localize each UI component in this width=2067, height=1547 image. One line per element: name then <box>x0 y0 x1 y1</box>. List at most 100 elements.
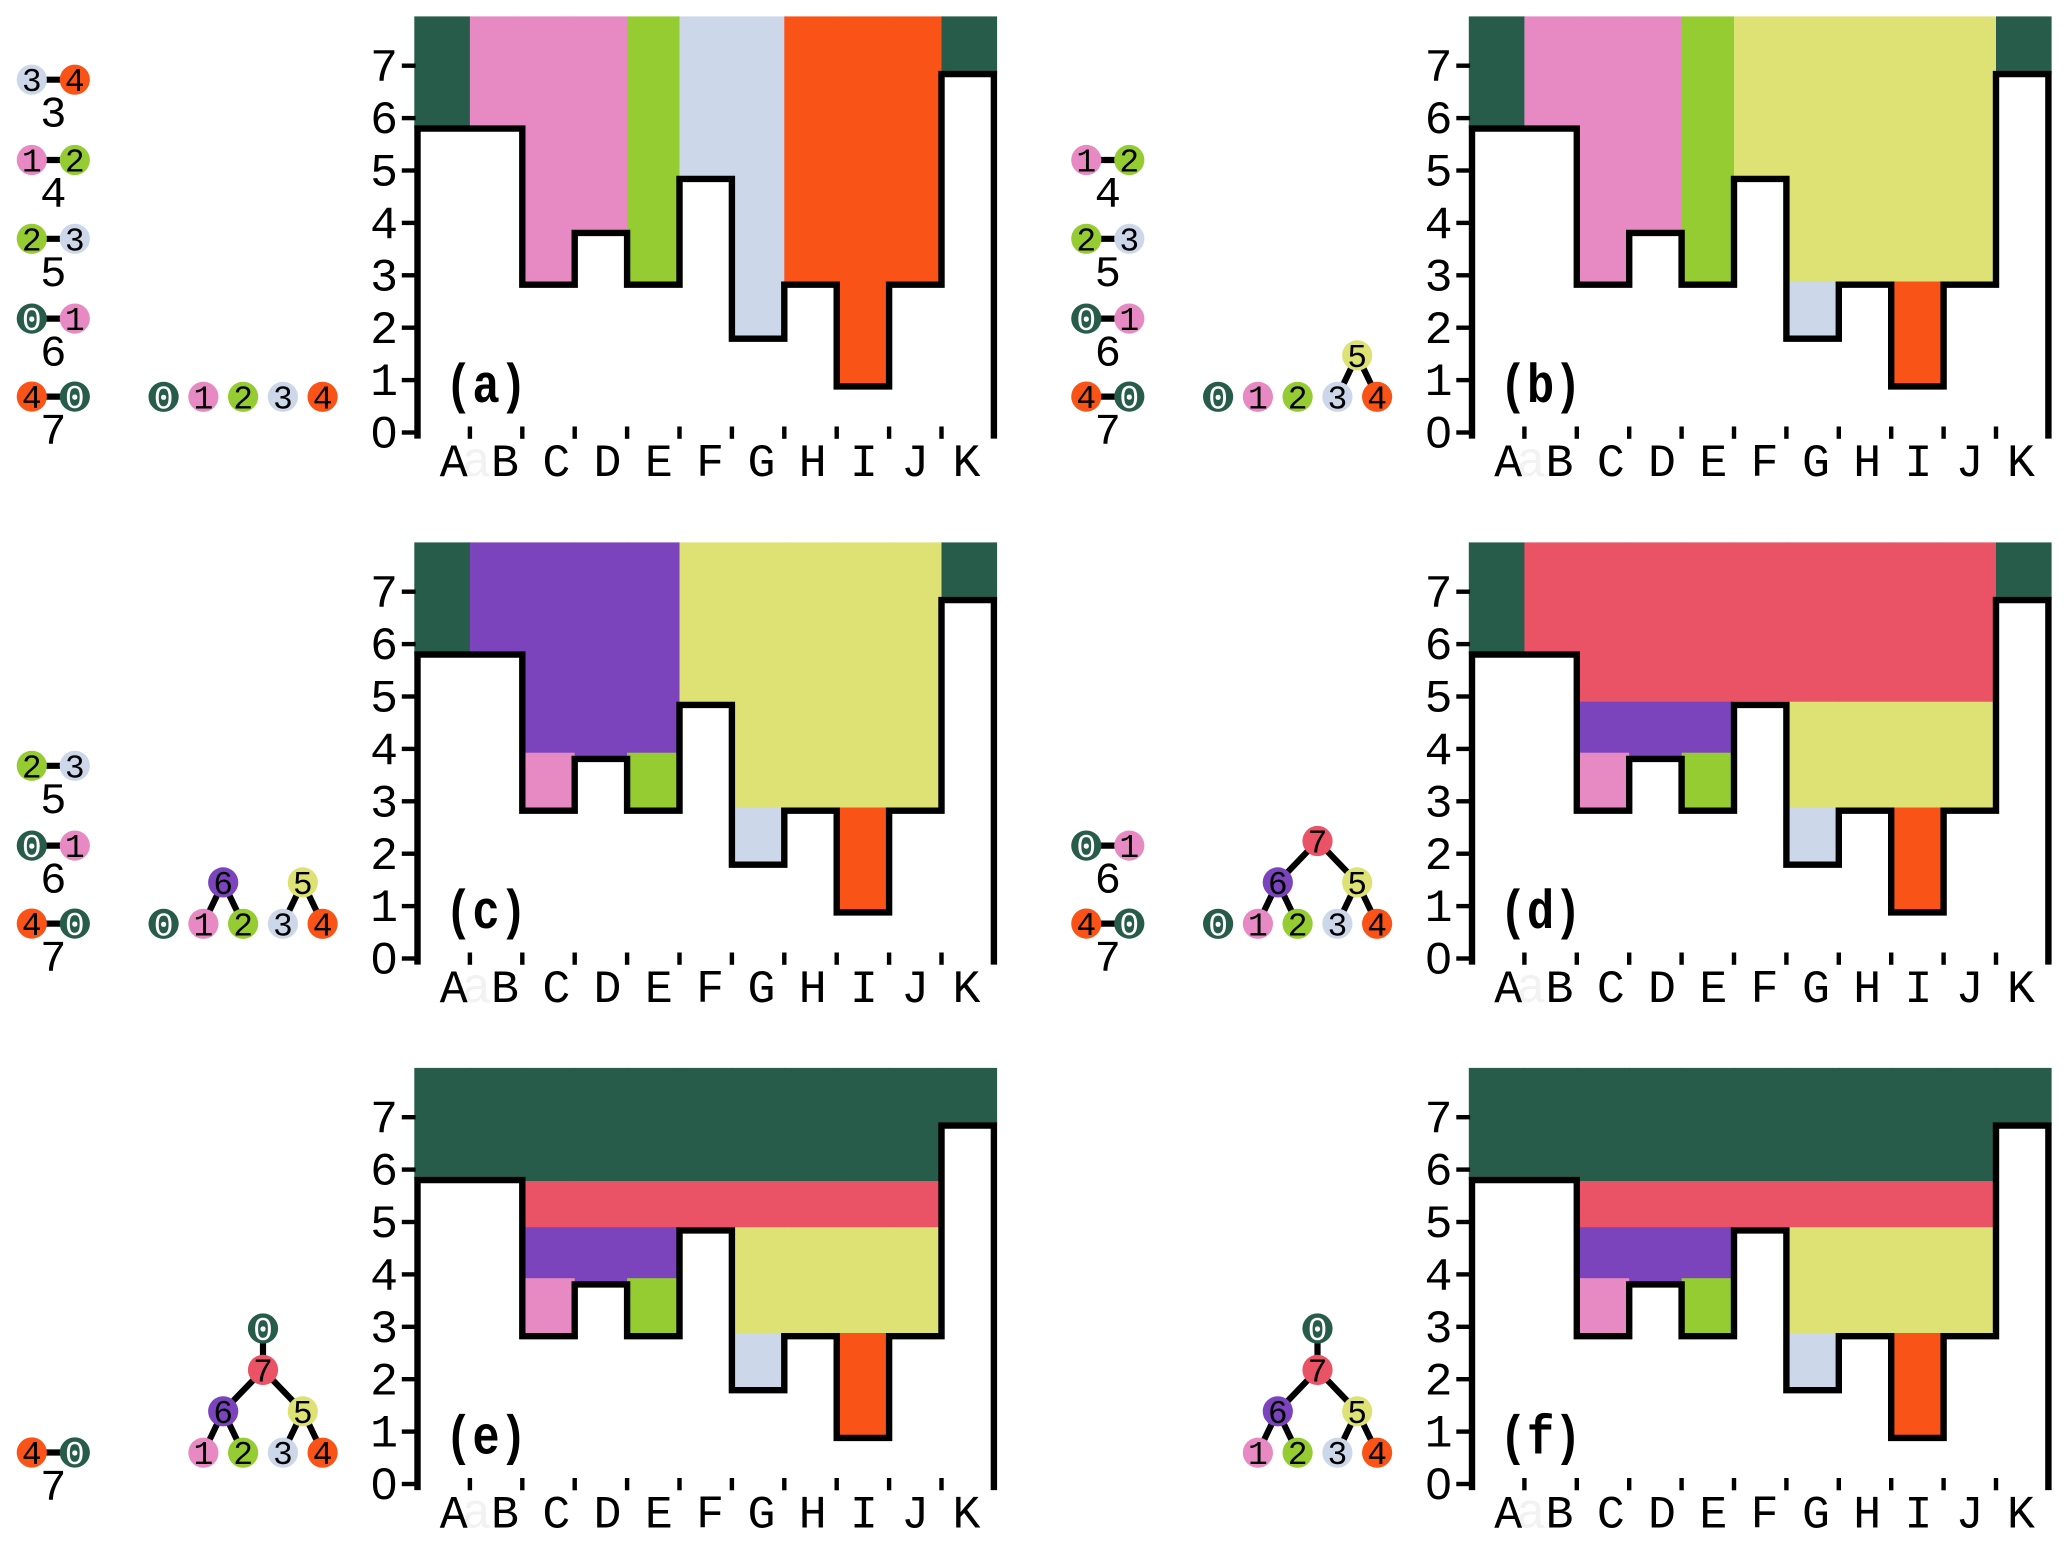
svg-text:6: 6 <box>370 620 398 673</box>
svg-text:C: C <box>1597 1488 1625 1541</box>
svg-text:3: 3 <box>273 908 293 945</box>
svg-text:a: a <box>1516 961 1546 1018</box>
svg-text:1: 1 <box>370 356 398 409</box>
svg-text:6: 6 <box>1425 620 1453 673</box>
svg-text:B: B <box>1546 963 1574 1016</box>
svg-text:G: G <box>747 1488 775 1541</box>
svg-text:4: 4 <box>1425 725 1453 778</box>
svg-text:1: 1 <box>1119 830 1139 867</box>
svg-text:2: 2 <box>22 223 42 260</box>
svg-text:B: B <box>491 963 519 1016</box>
svg-text:K: K <box>953 963 981 1016</box>
svg-text:D: D <box>594 1488 622 1541</box>
svg-text:I: I <box>850 1488 878 1541</box>
svg-text:2: 2 <box>1076 223 1096 260</box>
svg-text:4: 4 <box>1076 381 1096 418</box>
svg-text:J: J <box>901 437 929 490</box>
svg-text:1: 1 <box>65 830 85 867</box>
svg-text:1: 1 <box>1119 303 1139 340</box>
svg-text:J: J <box>901 1488 929 1541</box>
svg-text:5: 5 <box>1425 147 1453 200</box>
svg-text:A: A <box>1494 437 1522 490</box>
svg-text:5: 5 <box>1425 1198 1453 1251</box>
svg-text:5: 5 <box>1425 673 1453 726</box>
svg-text:2: 2 <box>233 1437 253 1474</box>
svg-text:4: 4 <box>1367 381 1387 418</box>
svg-text:F: F <box>696 437 724 490</box>
svg-text:I: I <box>1904 1488 1932 1541</box>
svg-text:1: 1 <box>193 381 213 418</box>
svg-text:7: 7 <box>40 935 66 985</box>
svg-text:D: D <box>594 437 622 490</box>
svg-text:I: I <box>1904 963 1932 1016</box>
svg-text:(b): (b) <box>1500 356 1582 419</box>
svg-text:2: 2 <box>233 908 253 945</box>
svg-text:5: 5 <box>370 147 398 200</box>
svg-text:3: 3 <box>1327 908 1347 945</box>
svg-text:(f): (f) <box>1500 1408 1582 1471</box>
svg-text:6: 6 <box>370 1146 398 1199</box>
svg-text:2: 2 <box>370 1355 398 1408</box>
svg-text:K: K <box>2007 1488 2035 1541</box>
svg-text:2: 2 <box>1288 1437 1308 1474</box>
svg-text:3: 3 <box>65 223 85 260</box>
svg-text:G: G <box>747 437 775 490</box>
svg-text:C: C <box>1597 437 1625 490</box>
svg-text:2: 2 <box>370 304 398 357</box>
svg-text:7: 7 <box>370 568 398 621</box>
svg-text:2: 2 <box>1288 381 1308 418</box>
svg-text:1: 1 <box>1425 1408 1453 1461</box>
svg-text:4: 4 <box>370 725 398 778</box>
svg-text:I: I <box>850 437 878 490</box>
svg-text:7: 7 <box>40 1464 66 1514</box>
svg-text:I: I <box>1904 437 1932 490</box>
svg-text:H: H <box>799 1488 827 1541</box>
svg-text:A: A <box>1494 1488 1522 1541</box>
svg-text:3: 3 <box>370 1303 398 1356</box>
svg-text:4: 4 <box>22 908 42 945</box>
svg-text:3: 3 <box>1425 251 1453 304</box>
svg-text:2: 2 <box>1425 1355 1453 1408</box>
svg-text:4: 4 <box>370 1251 398 1304</box>
svg-text:6: 6 <box>40 857 66 907</box>
svg-text:B: B <box>1546 1488 1574 1541</box>
svg-text:1: 1 <box>370 882 398 935</box>
svg-text:5: 5 <box>293 1396 313 1433</box>
svg-text:H: H <box>1853 437 1881 490</box>
svg-text:E: E <box>1699 963 1727 1016</box>
svg-text:H: H <box>1853 1488 1881 1541</box>
svg-text:6: 6 <box>1095 857 1121 907</box>
svg-text:D: D <box>1648 1488 1676 1541</box>
svg-text:7: 7 <box>1425 42 1453 95</box>
svg-text:G: G <box>1802 437 1830 490</box>
svg-text:K: K <box>953 1488 981 1541</box>
svg-text:2: 2 <box>1425 830 1453 883</box>
svg-text:A: A <box>440 437 468 490</box>
svg-text:K: K <box>953 437 981 490</box>
svg-text:J: J <box>901 963 929 1016</box>
svg-text:5: 5 <box>293 867 313 904</box>
svg-text:3: 3 <box>1327 381 1347 418</box>
svg-text:6: 6 <box>370 94 398 147</box>
svg-text:6: 6 <box>1425 94 1453 147</box>
svg-text:1: 1 <box>22 145 42 182</box>
svg-text:J: J <box>1956 437 1984 490</box>
svg-text:4: 4 <box>1367 1437 1387 1474</box>
svg-text:H: H <box>799 437 827 490</box>
svg-text:A: A <box>440 1488 468 1541</box>
svg-text:6: 6 <box>1425 1146 1453 1199</box>
svg-text:4: 4 <box>22 381 42 418</box>
svg-text:B: B <box>491 437 519 490</box>
svg-text:7: 7 <box>370 1093 398 1146</box>
svg-text:6: 6 <box>1268 1396 1288 1433</box>
svg-text:4: 4 <box>1095 171 1121 221</box>
svg-text:D: D <box>1648 963 1676 1016</box>
svg-text:1: 1 <box>1076 145 1096 182</box>
svg-text:E: E <box>645 437 673 490</box>
svg-text:4: 4 <box>1425 1251 1453 1304</box>
svg-text:2: 2 <box>1288 908 1308 945</box>
svg-text:3: 3 <box>65 750 85 787</box>
svg-text:E: E <box>645 963 673 1016</box>
svg-text:3: 3 <box>370 777 398 830</box>
svg-text:G: G <box>747 963 775 1016</box>
